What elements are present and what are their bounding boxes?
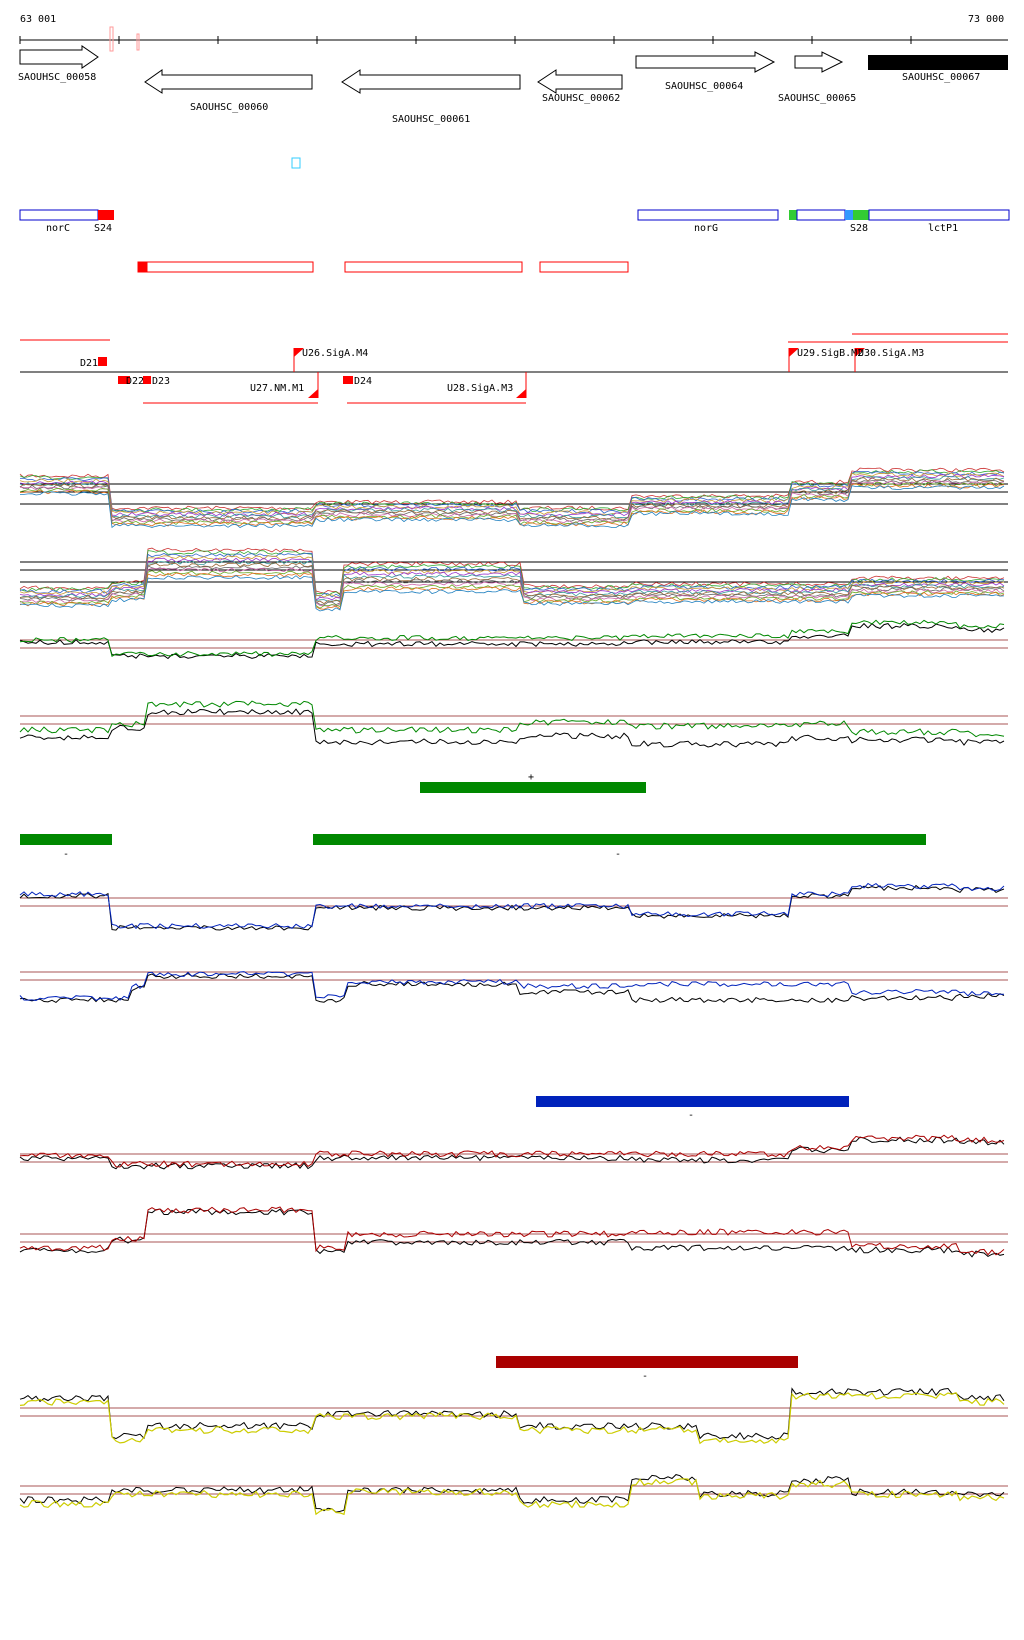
gene-label: SAOUHSC_00067 xyxy=(902,72,980,83)
transcription-unit-track: D21 D22 D23 D24 U26.SigA.M4 U27.NM.M1 U2… xyxy=(20,333,1008,404)
tu-label-D21: D21 xyxy=(80,358,98,369)
expression-trace xyxy=(19,547,1005,595)
expression-trace xyxy=(19,550,1005,596)
expression-trace xyxy=(19,560,1005,602)
expression-trace xyxy=(19,619,1005,657)
position-ruler: 63 001 73 000 xyxy=(19,14,1008,52)
condition-bars: + - - - - xyxy=(20,772,926,1382)
expression-trace xyxy=(19,1134,1005,1168)
tu-label-D23: D23 xyxy=(152,376,170,387)
condition-bar-blue-minus xyxy=(536,1096,849,1107)
condition-bar-red-minus xyxy=(496,1356,798,1368)
feature-label-S28: S28 xyxy=(850,223,868,234)
tu-label-D22: D22 xyxy=(126,376,144,387)
gene-arrow[interactable]: SAOUHSC_00064 xyxy=(635,51,776,92)
gene-label: SAOUHSC_00061 xyxy=(392,114,470,125)
strand-mark: - xyxy=(615,849,621,860)
tu-label-U28: U28.SigA.M3 xyxy=(447,383,513,394)
expression-profiles xyxy=(19,467,1008,1516)
tu-label-D24: D24 xyxy=(354,376,372,387)
expression-trace xyxy=(19,557,1005,601)
feature-track: norC S24 norG S28 lctP1 xyxy=(19,209,1010,234)
expression-trace xyxy=(19,575,1005,612)
expression-trace xyxy=(19,1391,1005,1445)
expression-trace xyxy=(19,1474,1005,1513)
expression-trace xyxy=(19,973,1005,1004)
expression-trace xyxy=(19,1387,1005,1440)
tu-label-U29: U29.SigB.M2 xyxy=(797,348,863,359)
gene-label: SAOUHSC_00060 xyxy=(190,102,268,113)
expression-trace xyxy=(19,1478,1005,1516)
expression-trace xyxy=(19,700,1005,738)
strand-mark: - xyxy=(63,849,69,860)
condition-bar-green-minus xyxy=(313,834,926,845)
tu-label-U30: U30.SigA.M3 xyxy=(858,348,924,359)
gene-arrow[interactable]: SAOUHSC_00067 xyxy=(868,55,1008,83)
feature-label-S24: S24 xyxy=(94,223,112,234)
expression-trace xyxy=(19,475,1005,519)
gene-label: SAOUHSC_00064 xyxy=(665,81,743,92)
expression-trace xyxy=(19,469,1005,513)
expression-trace xyxy=(19,552,1005,598)
gene-arrow[interactable]: SAOUHSC_00061 xyxy=(341,69,521,125)
ruler-end-label: 73 000 xyxy=(968,14,1004,25)
expression-trace xyxy=(19,480,1005,524)
expression-trace xyxy=(19,467,1005,511)
expression-trace xyxy=(19,472,1005,516)
expression-trace xyxy=(19,882,1005,930)
expression-trace xyxy=(19,1206,1005,1256)
expression-trace xyxy=(19,1208,1005,1258)
feature-label-lctP1: lctP1 xyxy=(928,223,958,234)
tu-label-U26: U26.SigA.M4 xyxy=(302,348,368,359)
expression-trace xyxy=(19,562,1005,605)
expression-trace xyxy=(19,483,1005,527)
gene-label: SAOUHSC_00058 xyxy=(18,72,96,83)
strand-mark: - xyxy=(688,1110,694,1121)
gene-track: SAOUHSC_00058 SAOUHSC_00060 SAOUHSC_0006… xyxy=(18,45,1008,125)
gene-label: SAOUHSC_00065 xyxy=(778,93,856,104)
strand-mark: - xyxy=(642,1371,648,1382)
gene-arrow[interactable]: SAOUHSC_00065 xyxy=(778,51,856,104)
condition-bar-green-plus xyxy=(420,782,646,793)
expression-trace xyxy=(19,477,1005,521)
gene-label: SAOUHSC_00062 xyxy=(542,93,620,104)
expression-trace xyxy=(20,485,1005,529)
strand-mark: + xyxy=(528,772,534,783)
gene-arrow[interactable]: SAOUHSC_00062 xyxy=(537,69,623,104)
tu-label-U27: U27.NM.M1 xyxy=(250,383,304,394)
small-marker xyxy=(291,157,301,169)
feature-label-norG: norG xyxy=(694,223,718,234)
gene-arrow[interactable]: SAOUHSC_00058 xyxy=(18,45,99,83)
expression-trace xyxy=(19,622,1005,660)
expression-trace xyxy=(19,570,1005,609)
expression-trace xyxy=(19,1136,1005,1170)
expression-trace xyxy=(19,971,1004,1002)
condition-bar-green-minus xyxy=(20,834,112,845)
segment-track xyxy=(137,261,629,273)
expression-trace xyxy=(19,565,1005,606)
expression-trace xyxy=(19,708,1005,748)
feature-label-norC: norC xyxy=(46,223,70,234)
ruler-start-label: 63 001 xyxy=(20,14,56,25)
gene-arrow[interactable]: SAOUHSC_00060 xyxy=(144,69,313,113)
